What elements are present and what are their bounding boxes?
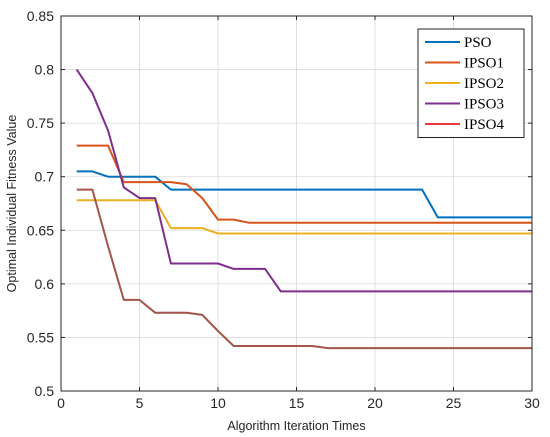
legend-label-ipso3: IPSO3 bbox=[464, 97, 504, 113]
y-tick-label: 0.75 bbox=[27, 115, 54, 131]
x-tick-label: 10 bbox=[210, 395, 226, 411]
x-tick-labels: 0 5 10 15 20 25 30 bbox=[57, 395, 540, 411]
legend-label-ipso1: IPSO1 bbox=[464, 56, 504, 72]
tick-marks bbox=[60, 15, 533, 392]
legend-label-pso: PSO bbox=[464, 35, 492, 51]
series-line-pso bbox=[76, 170, 532, 219]
x-tick-label: 0 bbox=[57, 395, 65, 411]
series-line-ipso4 bbox=[76, 188, 532, 350]
y-tick-label: 0.65 bbox=[27, 222, 54, 238]
y-tick-label: 0.85 bbox=[27, 8, 54, 24]
y-tick-label: 0.7 bbox=[35, 169, 55, 185]
x-tick-label: 20 bbox=[367, 395, 383, 411]
x-tick-label: 5 bbox=[136, 395, 144, 411]
x-axis-label: Algorithm Iteration Times bbox=[227, 419, 365, 433]
y-tick-labels: 0.5 0.55 0.6 0.65 0.7 0.75 0.8 0.85 bbox=[27, 8, 54, 399]
x-tick-label: 30 bbox=[524, 395, 540, 411]
x-tick-label: 15 bbox=[289, 395, 305, 411]
plot-area bbox=[75, 69, 532, 350]
legend-label-ipso4: IPSO4 bbox=[464, 117, 505, 133]
x-tick-label: 25 bbox=[446, 395, 462, 411]
y-tick-label: 0.5 bbox=[35, 383, 55, 399]
y-tick-label: 0.8 bbox=[35, 62, 55, 78]
series-line-ipso2 bbox=[76, 199, 532, 235]
series-line-ipso1 bbox=[76, 144, 532, 224]
y-tick-label: 0.55 bbox=[27, 329, 54, 345]
series-line-ipso4-glow bbox=[76, 188, 532, 350]
y-axis-label: Optimal Individual Fitness Value bbox=[5, 115, 19, 293]
legend-label-ipso2: IPSO2 bbox=[464, 76, 504, 92]
series-line-ipso3 bbox=[75, 69, 532, 293]
y-tick-label: 0.6 bbox=[35, 276, 55, 292]
legend: PSO IPSO1 IPSO2 IPSO3 IPSO4 bbox=[417, 28, 525, 138]
